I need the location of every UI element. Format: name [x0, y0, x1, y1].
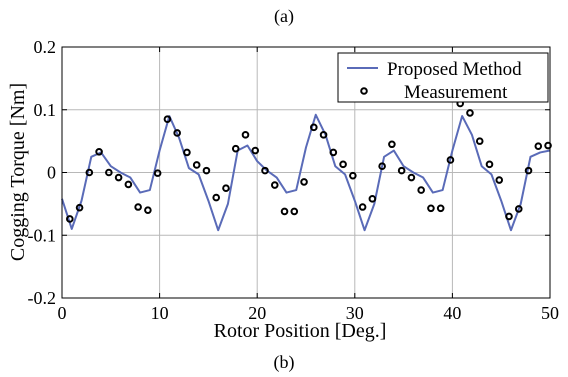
measurement-point: [339, 160, 347, 169]
measurement-point: [75, 203, 84, 212]
measurement-point: [388, 140, 396, 149]
measurement-point: [85, 168, 94, 177]
x-axis-label: Rotor Position [Deg.]: [214, 320, 387, 342]
x-tick-label: 0: [58, 303, 67, 323]
measurement-point: [173, 129, 181, 137]
measurement-point: [436, 204, 445, 213]
y-axis-label: Cogging Torque [Nm]: [7, 83, 29, 261]
legend-label-measurement: Measurement: [404, 82, 508, 103]
measurement-point: [251, 146, 260, 155]
measurement-point: [310, 123, 318, 132]
y-tick-label: 0: [47, 163, 56, 183]
measurement-point: [534, 142, 543, 150]
measurement-point: [475, 137, 484, 145]
legend-label-proposed-method: Proposed Method: [387, 59, 522, 80]
measurement-point: [407, 173, 416, 182]
measurement-point: [358, 203, 367, 211]
measurement-point: [349, 171, 357, 180]
measurement-point: [114, 173, 123, 182]
measurement-point: [261, 166, 269, 175]
measurement-point: [163, 115, 172, 123]
legend-box: [337, 52, 549, 103]
measurement-point: [280, 207, 289, 216]
figure-caption-top: (a): [274, 6, 294, 26]
tick-marks: [61, 46, 551, 299]
measurement-point: [144, 206, 152, 214]
measurement-point: [485, 160, 494, 169]
measurement-point: [241, 131, 250, 139]
measurement-point: [222, 184, 230, 192]
measurement-point: [95, 147, 103, 156]
x-tick-label: 40: [443, 303, 461, 323]
measurement-point: [446, 156, 455, 164]
measurement-point: [466, 109, 474, 117]
measurement-point: [192, 161, 201, 169]
legend: Proposed Method Measurement: [337, 52, 549, 103]
measurement-point: [270, 181, 279, 189]
measurement-point: [66, 215, 74, 223]
measurement-point: [329, 148, 338, 157]
y-tick-label: 0.2: [34, 37, 57, 57]
measurement-point: [495, 176, 504, 184]
measurement-point: [124, 180, 133, 189]
measurement-point: [231, 144, 240, 153]
measurement-point: [300, 178, 308, 186]
measurement-point: [544, 141, 552, 150]
measurement-point: [514, 205, 523, 213]
x-tick-label: 20: [248, 303, 266, 323]
x-tick-label: 50: [541, 303, 559, 323]
y-tick-label: 0.1: [34, 100, 57, 120]
measurement-point: [153, 169, 162, 177]
measurement-point: [417, 186, 425, 194]
y-tick-label: -0.1: [28, 225, 57, 245]
measurement-point: [524, 166, 533, 175]
series-layer: [61, 99, 552, 232]
figure-caption-bottom: (b): [273, 352, 295, 372]
measurement-point: [368, 195, 377, 203]
measurement-point: [505, 212, 513, 221]
legend-marker-measurement: [360, 87, 368, 95]
measurement-point: [212, 193, 221, 202]
measurement-point: [202, 166, 211, 175]
series-line-proposed-method: [61, 113, 551, 232]
measurement-point: [290, 207, 299, 216]
y-tick-label: -0.2: [28, 288, 57, 308]
x-tick-labels: 0 10 20 30 40 50: [58, 303, 560, 323]
measurement-point: [397, 166, 406, 175]
x-tick-label: 30: [346, 303, 364, 323]
measurement-point: [134, 203, 142, 211]
measurement-point: [105, 168, 113, 177]
measurement-point: [427, 204, 435, 213]
y-tick-labels: -0.2 -0.1 0 0.1 0.2: [28, 37, 57, 308]
x-tick-label: 10: [151, 303, 169, 323]
measurement-point: [319, 131, 328, 139]
measurement-point: [378, 162, 386, 171]
measurement-point: [183, 148, 191, 157]
